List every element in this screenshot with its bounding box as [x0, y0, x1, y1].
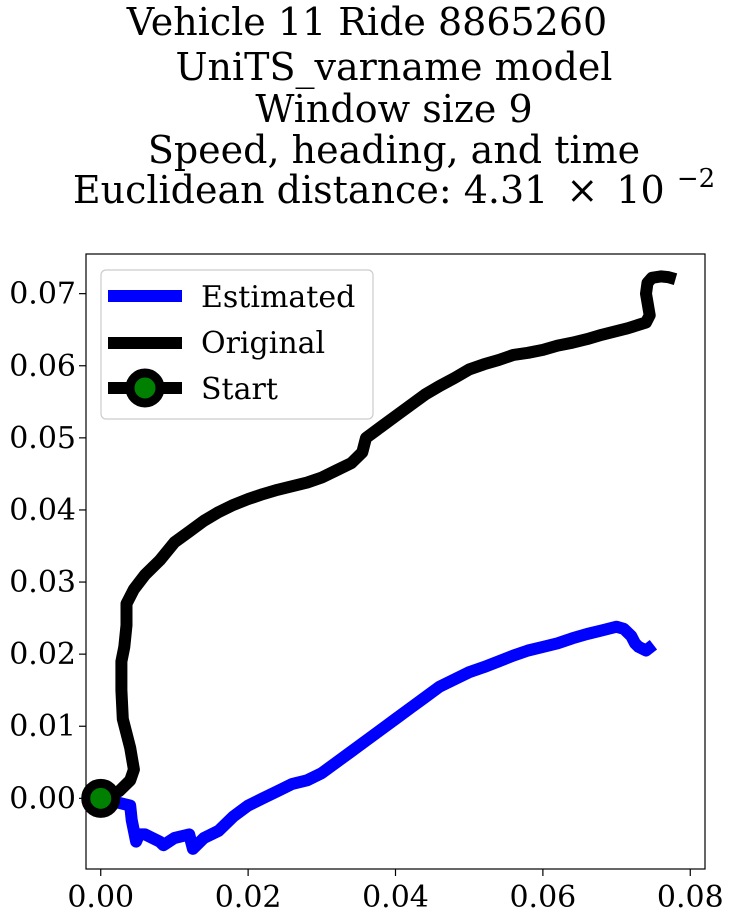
title-distance-base: 10 — [616, 168, 664, 212]
legend-label-start: Start — [201, 372, 278, 407]
legend-box — [100, 269, 374, 420]
series-line-original — [98, 270, 678, 804]
x-tick-label: 0.00 — [67, 880, 134, 915]
y-tick-label: 0.03 — [9, 565, 76, 600]
y-tick-label: 0.06 — [9, 349, 76, 384]
y-tick-label: 0.01 — [9, 709, 76, 744]
legend-label-estimated: Estimated — [201, 280, 355, 315]
y-tick-label: 0.07 — [9, 277, 76, 312]
y-tick-label: 0.02 — [9, 637, 76, 672]
x-tick-label: 0.08 — [657, 880, 724, 915]
legend-start-marker — [125, 368, 165, 408]
legend: Estimated Original Start — [100, 269, 374, 420]
title-distance-exponent: −2 — [677, 164, 715, 194]
start-marker — [81, 778, 121, 818]
legend-label-original: Original — [201, 326, 325, 361]
series-line-estimated — [99, 620, 658, 855]
title-distance-line: Euclidean distance: 4.31 × 10 −2 — [73, 164, 715, 212]
axes-layer: 0.00 0.02 0.04 0.06 0.08 0.00 0.01 0.02 0.03 0.04… — [9, 277, 723, 915]
x-tick-label: 0.02 — [215, 880, 282, 915]
title-distance-prefix: Euclidean distance: 4.31 — [73, 168, 548, 212]
y-tick-label: 0.00 — [9, 781, 76, 816]
series-layer — [81, 270, 678, 855]
chart-title: Vehicle 11 Ride 8865260 UniTS_varname mo… — [73, 0, 715, 212]
title-line: Speed, heading, and time — [148, 128, 640, 172]
x-tick-label: 0.04 — [362, 880, 429, 915]
title-distance-times: × — [566, 168, 598, 212]
title-line: Vehicle 11 Ride 8865260 — [126, 0, 607, 44]
y-tick-label: 0.04 — [9, 493, 76, 528]
plot-frame — [85, 253, 706, 870]
x-tick-label: 0.06 — [509, 880, 576, 915]
y-tick-label: 0.05 — [9, 421, 76, 456]
title-line: UniTS_varname model — [176, 45, 613, 90]
title-line: Window size 9 — [255, 87, 532, 131]
